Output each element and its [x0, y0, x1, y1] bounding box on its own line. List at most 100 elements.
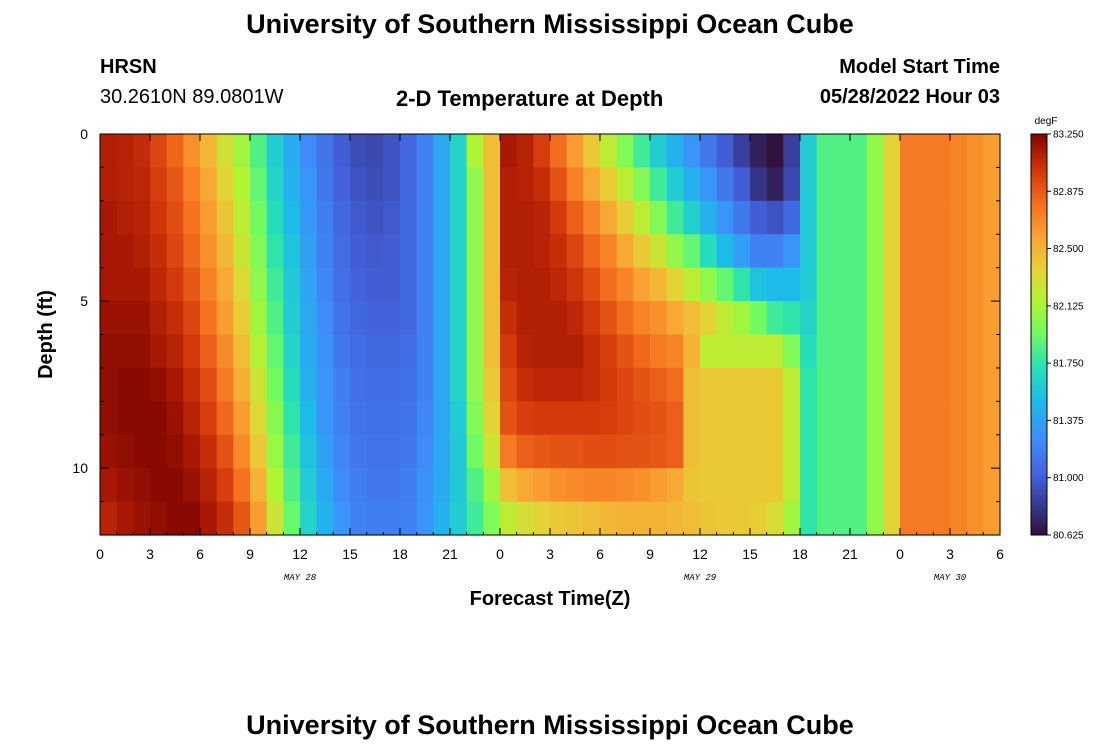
heatmap-cell [916, 234, 934, 269]
page-title: University of Southern Mississippi Ocean… [246, 9, 854, 39]
heatmap-cell [900, 301, 918, 336]
heatmap-cell [800, 134, 818, 169]
heatmap-cell [333, 134, 351, 169]
heatmap-cell [883, 200, 901, 235]
heatmap-cell [850, 367, 868, 402]
heatmap-cell [666, 200, 684, 235]
heatmap-cell [633, 267, 651, 302]
heatmap-cell [800, 468, 818, 503]
heatmap-cell [300, 267, 318, 302]
heatmap-cell [816, 401, 834, 436]
heatmap-cell [633, 401, 651, 436]
date-label: MAY 30 [934, 573, 967, 583]
heatmap-cell [533, 167, 551, 202]
heatmap-cell [733, 267, 751, 302]
heatmap-cell [833, 134, 851, 169]
heatmap-cell [333, 200, 351, 235]
heatmap-cell [550, 334, 568, 369]
heatmap-cell [433, 434, 451, 469]
heatmap-cell [233, 434, 251, 469]
y-axis-label: Depth (ft) [35, 290, 57, 379]
x-tick-label: 18 [392, 546, 408, 562]
heatmap-cell [883, 167, 901, 202]
heatmap-cell [483, 468, 501, 503]
heatmap-cell [800, 301, 818, 336]
heatmap-cell [316, 367, 334, 402]
x-tick-label: 0 [96, 546, 104, 562]
heatmap-cell [116, 234, 134, 269]
heatmap-cell [383, 234, 401, 269]
heatmap-cell [133, 301, 151, 336]
heatmap-cell [950, 367, 968, 402]
heatmap-cell [933, 468, 951, 503]
heatmap-cell [583, 167, 601, 202]
x-tick-label: 21 [442, 546, 458, 562]
heatmap-cell [766, 334, 784, 369]
heatmap-cell [333, 167, 351, 202]
heatmap-cell [966, 301, 984, 336]
heatmap-cell [500, 200, 518, 235]
heatmap-cell [883, 301, 901, 336]
heatmap-cell [566, 134, 584, 169]
heatmap-cell [450, 267, 468, 302]
heatmap-cell [383, 134, 401, 169]
heatmap-cell [983, 234, 1001, 269]
heatmap-cell [500, 301, 518, 336]
heatmap-cell [200, 200, 218, 235]
heatmap-cell [550, 501, 568, 536]
heatmap-cell [233, 234, 251, 269]
heatmap-cell [166, 267, 184, 302]
heatmap-cell [666, 301, 684, 336]
heatmap-cell [400, 401, 418, 436]
heatmap-cell [533, 334, 551, 369]
heatmap-cell [766, 301, 784, 336]
heatmap-cell [750, 367, 768, 402]
heatmap-cell [650, 434, 668, 469]
heatmap-cell [750, 501, 768, 536]
heatmap-cell [583, 468, 601, 503]
heatmap-cell [550, 301, 568, 336]
heatmap-cell [750, 134, 768, 169]
heatmap-cell [200, 234, 218, 269]
heatmap-cell [466, 267, 484, 302]
x-tick-label: 3 [146, 546, 154, 562]
heatmap-cell [633, 234, 651, 269]
heatmap-cell [466, 301, 484, 336]
heatmap-cell [766, 234, 784, 269]
heatmap-cell [400, 334, 418, 369]
heatmap-cell [183, 468, 201, 503]
heatmap-cell [500, 167, 518, 202]
heatmap-cell [333, 401, 351, 436]
heatmap-cell [866, 200, 884, 235]
heatmap-cell [800, 367, 818, 402]
heatmap-cell [150, 501, 168, 536]
heatmap-cell [716, 234, 734, 269]
heatmap-cell [366, 501, 384, 536]
heatmap-cell [616, 401, 634, 436]
heatmap-cell [316, 134, 334, 169]
heatmap-cell [716, 334, 734, 369]
heatmap-cell [600, 134, 618, 169]
heatmap-cell [650, 200, 668, 235]
heatmap-cell [416, 468, 434, 503]
heatmap-cell [300, 234, 318, 269]
heatmap-cell [216, 334, 234, 369]
heatmap-cell [733, 301, 751, 336]
heatmap-cell [616, 468, 634, 503]
heatmap-cell [416, 367, 434, 402]
heatmap-cell [733, 468, 751, 503]
heatmap-cell [133, 134, 151, 169]
heatmap-cell [166, 401, 184, 436]
heatmap-cell [483, 334, 501, 369]
heatmap-cell [783, 167, 801, 202]
heatmap-cell [933, 301, 951, 336]
heatmap-cell [333, 434, 351, 469]
heatmap-cell [350, 200, 368, 235]
heatmap-cell [483, 167, 501, 202]
heatmap-cell [400, 267, 418, 302]
heatmap-cell [700, 334, 718, 369]
heatmap-cell [750, 267, 768, 302]
heatmap-cell [633, 334, 651, 369]
heatmap-cell [900, 134, 918, 169]
